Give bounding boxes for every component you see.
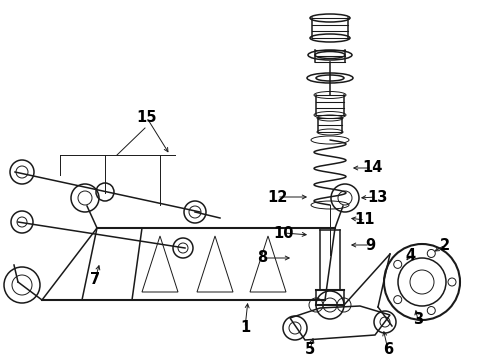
Text: 2: 2: [440, 238, 450, 252]
Text: 12: 12: [267, 189, 287, 204]
Text: 1: 1: [240, 320, 250, 336]
Text: 13: 13: [367, 189, 387, 204]
Text: 4: 4: [405, 248, 415, 262]
Text: 10: 10: [274, 225, 294, 240]
Text: 6: 6: [383, 342, 393, 357]
Text: 8: 8: [257, 251, 267, 266]
Text: 15: 15: [137, 111, 157, 126]
Text: 5: 5: [305, 342, 315, 357]
Text: 7: 7: [90, 273, 100, 288]
Text: 14: 14: [362, 161, 382, 175]
Text: 9: 9: [365, 238, 375, 252]
Text: 3: 3: [413, 312, 423, 328]
Text: 11: 11: [355, 212, 375, 228]
